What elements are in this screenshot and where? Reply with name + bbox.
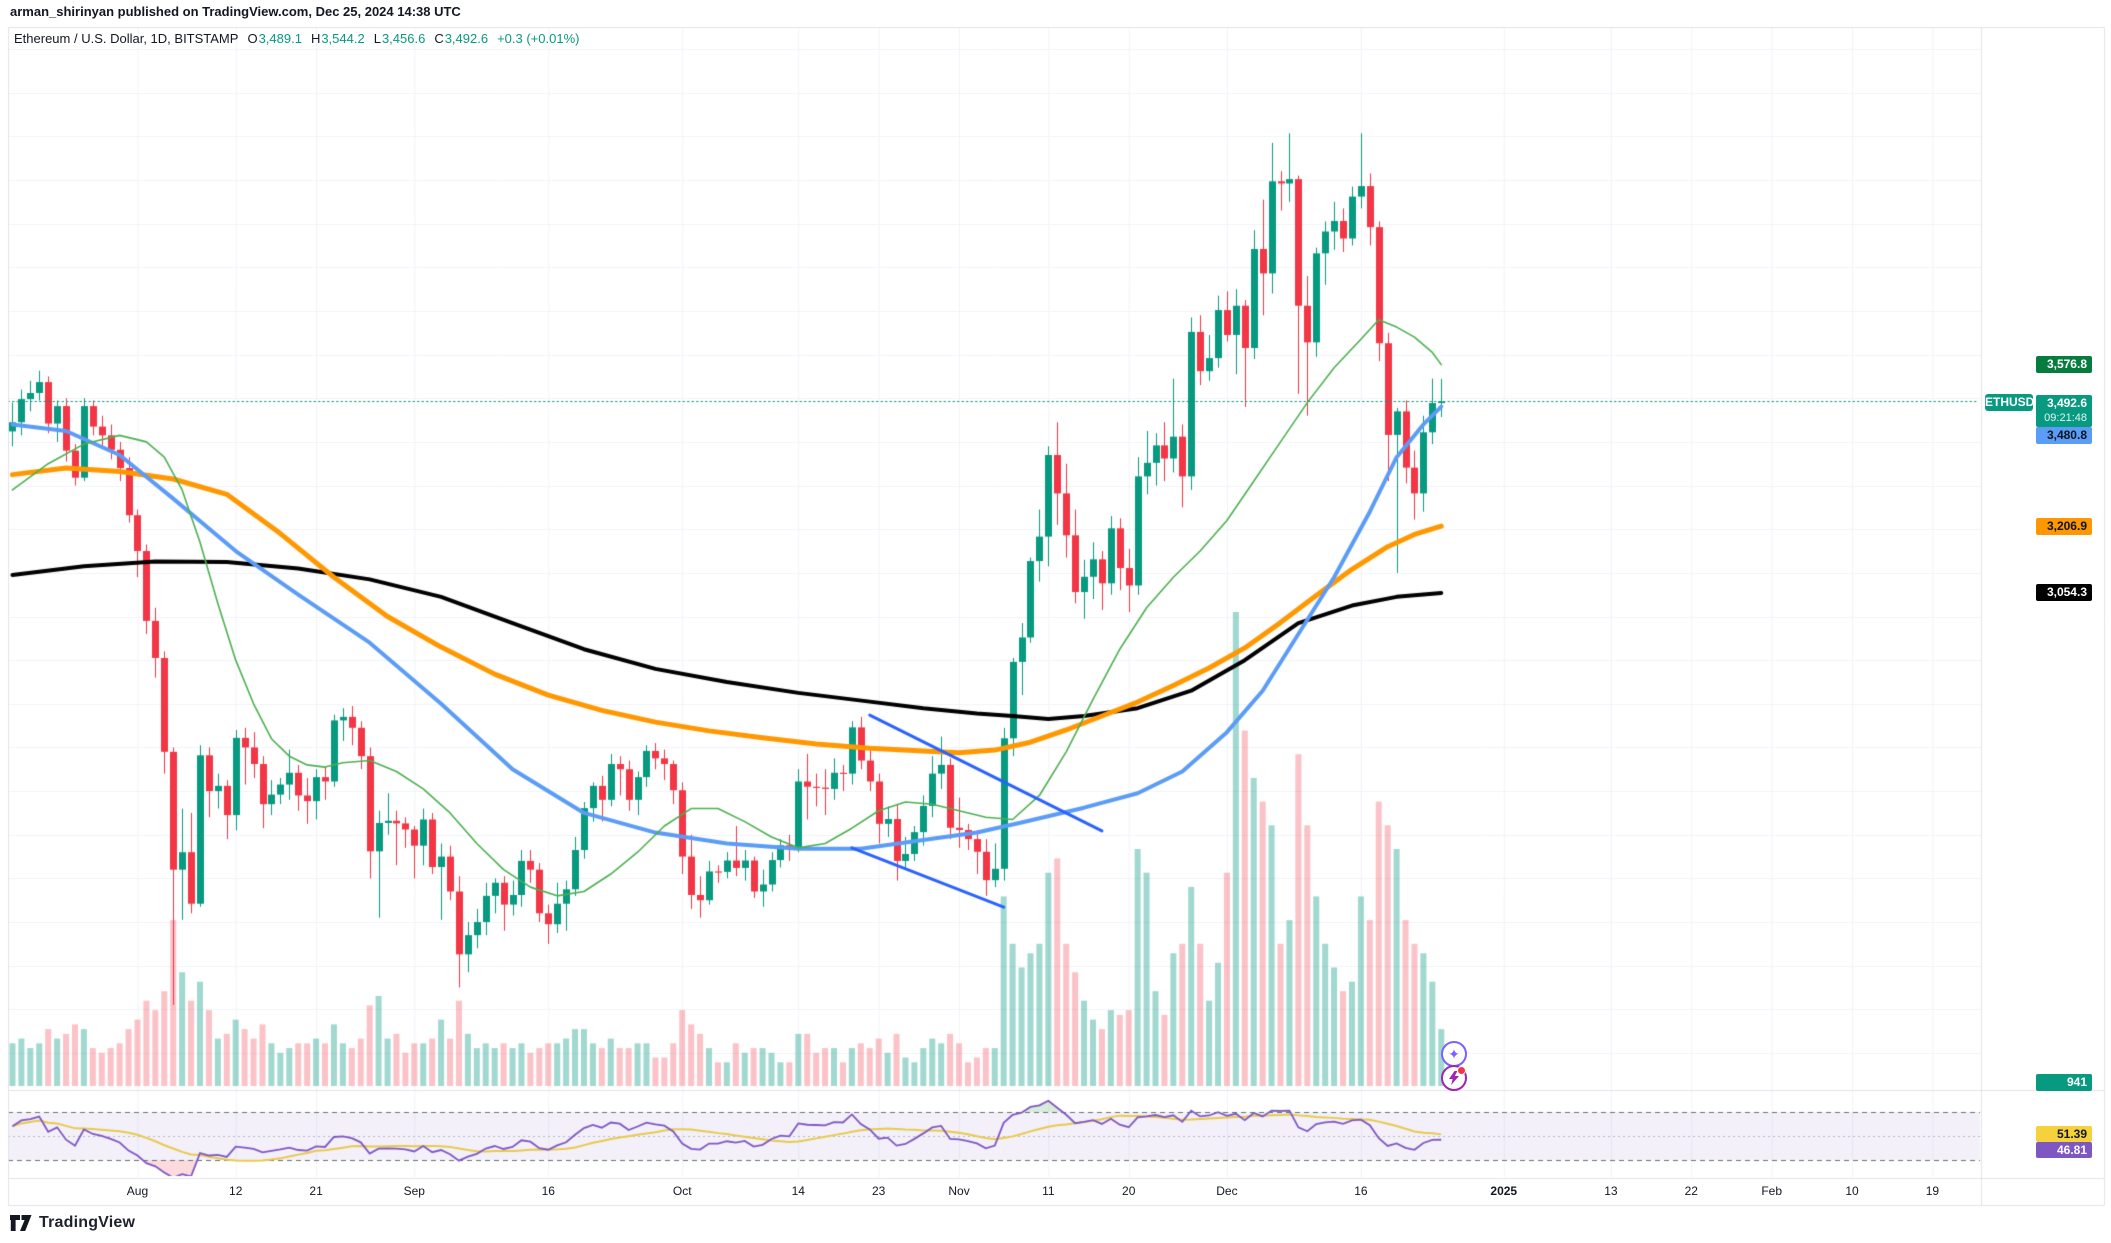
time-tick-label: 20 (1122, 1184, 1136, 1198)
ohlc-change: +0.3 (+0.01%) (497, 31, 580, 46)
symbol-price-tag: ETHUSD (1985, 394, 2035, 411)
time-tick-label: 16 (541, 1184, 555, 1198)
time-tick-label: 2025 (1490, 1184, 1518, 1198)
ma50-price-badge: 3,480.8 (2036, 427, 2092, 444)
ohlc-open: O3,489.1 (247, 31, 302, 46)
last-price-value: 3,492.6 (2046, 396, 2087, 410)
time-tick-label: 13 (1604, 1184, 1618, 1198)
lightning-button[interactable] (1441, 1065, 1467, 1091)
ohlc-close: C3,492.6 (434, 31, 489, 46)
ma100-price-badge: 3,206.9 (2036, 518, 2092, 535)
rsi-badge: 46.81 (2036, 1142, 2092, 1158)
symbol-title: Ethereum / U.S. Dollar, 1D, BITSTAMP (14, 31, 239, 46)
ma200-price-badge: 3,054.3 (2036, 584, 2092, 601)
time-tick-label: 21 (309, 1184, 323, 1198)
last-price-badge: 3,492.6 09:21:48 (2036, 395, 2092, 427)
time-tick-label: Oct (672, 1184, 692, 1198)
notification-dot (1457, 1066, 1466, 1075)
tradingview-logo-icon (10, 1215, 32, 1231)
tradingview-brand-text: TradingView (39, 1214, 136, 1231)
time-tick-label: 12 (229, 1184, 243, 1198)
tradingview-footer[interactable]: TradingView (10, 1213, 135, 1233)
time-tick-label: 23 (871, 1184, 886, 1198)
ohlc-high: H3,544.2 (310, 31, 365, 46)
sparkle-button[interactable]: ✦ (1441, 1041, 1467, 1067)
time-tick-label: Nov (948, 1184, 970, 1198)
time-tick-label: Feb (1761, 1184, 1783, 1198)
volume-badge: 941 (2036, 1074, 2092, 1091)
sparkle-icon: ✦ (1448, 1045, 1460, 1062)
time-tick-label: 14 (791, 1184, 805, 1198)
symbol-legend: Ethereum / U.S. Dollar, 1D, BITSTAMP O3,… (14, 31, 579, 46)
time-tick-label: 16 (1354, 1184, 1368, 1198)
time-tick-label: 22 (1684, 1184, 1698, 1198)
time-tick-label: Aug (126, 1184, 149, 1198)
time-tick-label: Dec (1216, 1184, 1238, 1198)
lightning-icon (1449, 1071, 1459, 1085)
bar-countdown: 09:21:48 (2044, 412, 2087, 424)
time-tick-label: 10 (1845, 1184, 1859, 1198)
time-tick-label: 11 (1042, 1184, 1055, 1198)
time-tick-label: Sep (403, 1184, 425, 1198)
rsi-ma-badge: 51.39 (2036, 1126, 2092, 1142)
time-tick-label: 19 (1925, 1184, 1940, 1198)
published-line: arman_shirinyan published on TradingView… (10, 4, 461, 19)
ohlc-low: L3,456.6 (373, 31, 426, 46)
ma-fast-price-badge: 3,576.8 (2036, 356, 2092, 373)
